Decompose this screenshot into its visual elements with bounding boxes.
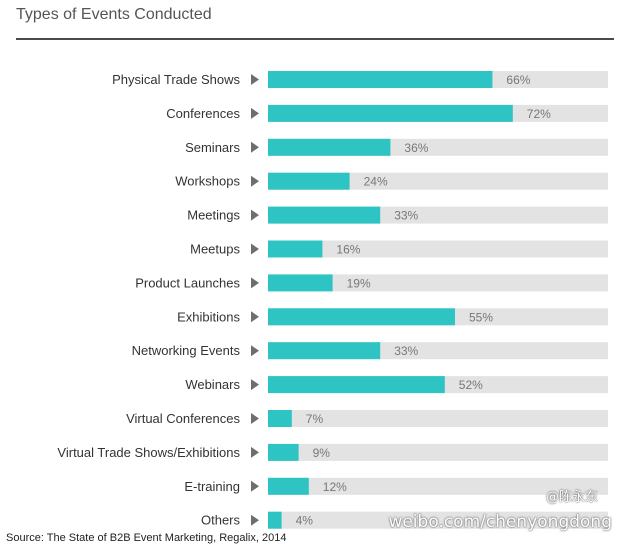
bar [268, 342, 381, 360]
arrow-icon [251, 243, 259, 255]
category-label: Networking Events [132, 343, 241, 358]
arrow-icon [251, 311, 259, 323]
watermark-handle: @陈永东 [545, 490, 598, 505]
value-label: 72% [527, 107, 551, 121]
bar-track [268, 511, 608, 529]
category-label: Exhibitions [177, 309, 240, 324]
category-label: Seminars [185, 140, 240, 155]
bar [268, 443, 299, 461]
bar-track [268, 410, 608, 427]
value-label: 19% [347, 276, 371, 290]
bar [268, 206, 381, 224]
value-label: 4% [296, 514, 314, 528]
category-label: Virtual Conferences [126, 411, 240, 426]
bar-chart: Physical Trade Shows 66% Conferences 72% Sem… [57, 71, 608, 529]
bar [268, 240, 323, 258]
value-label: 55% [469, 310, 493, 324]
value-label: 24% [364, 175, 388, 189]
arrow-icon [251, 413, 259, 424]
category-label: Workshops [175, 174, 240, 189]
bar [268, 410, 292, 427]
category-label: Meetups [190, 242, 240, 257]
bar-track [268, 240, 608, 258]
value-label: 66% [506, 73, 530, 87]
arrow-icon [251, 141, 259, 153]
arrow-icon [251, 514, 259, 526]
value-label: 9% [313, 446, 331, 460]
source-note: Source: The State of B2B Event Marketing… [6, 532, 287, 544]
bar [268, 308, 455, 326]
value-label: 52% [459, 378, 483, 392]
arrow-icon [251, 277, 259, 289]
value-label: 12% [323, 480, 347, 494]
chart-title: Types of Events Conducted [16, 6, 212, 23]
bar-track [268, 172, 608, 190]
bar [268, 138, 391, 156]
arrow-icon [251, 345, 259, 357]
arrow-icon [251, 74, 259, 85]
category-label: Physical Trade Shows [112, 72, 240, 87]
category-label: E-training [184, 479, 240, 494]
category-label: Webinars [185, 377, 240, 392]
value-label: 16% [336, 243, 360, 257]
category-label: Meetings [187, 208, 240, 223]
bar-track [268, 443, 608, 461]
watermark-url: weibo.com/chenyongdong [388, 512, 612, 532]
bar [268, 274, 333, 292]
arrow-icon [251, 446, 259, 458]
arrow-icon [251, 107, 259, 119]
category-label: Product Launches [135, 275, 240, 290]
value-label: 33% [394, 209, 418, 223]
arrow-icon [251, 175, 259, 187]
bar [268, 172, 350, 190]
arrow-icon [251, 379, 259, 391]
bar [268, 511, 282, 529]
category-label: Others [201, 513, 241, 528]
arrow-icon [251, 209, 259, 221]
value-label: 33% [394, 344, 418, 358]
bar [268, 71, 493, 88]
category-label: Virtual Trade Shows/Exhibitions [57, 445, 240, 460]
bar [268, 477, 309, 495]
bar [268, 376, 445, 394]
category-label: Conferences [166, 106, 240, 121]
bar-track [268, 274, 608, 292]
title-divider [16, 38, 614, 40]
arrow-icon [251, 480, 259, 492]
value-label: 36% [404, 141, 428, 155]
bar-track [268, 477, 608, 495]
bar [268, 104, 513, 122]
value-label: 7% [306, 412, 324, 426]
